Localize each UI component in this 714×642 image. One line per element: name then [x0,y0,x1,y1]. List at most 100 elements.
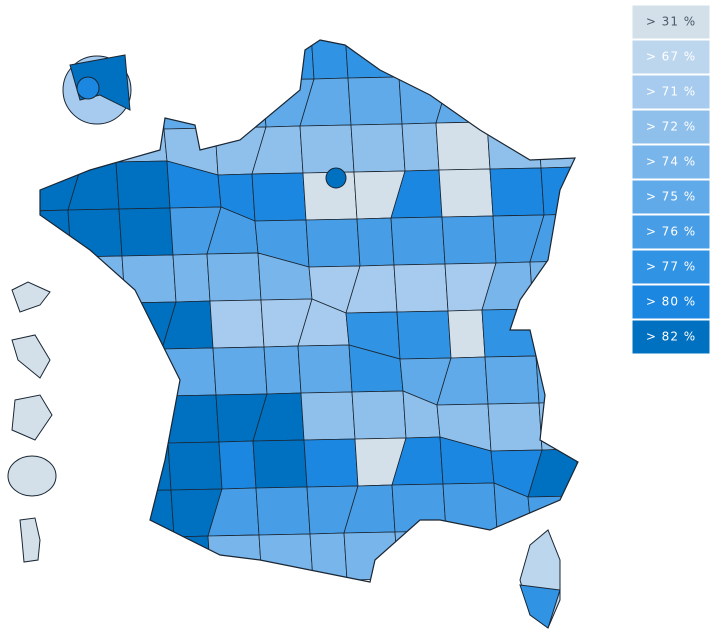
department [259,40,315,81]
department [303,438,359,488]
department [447,309,486,359]
department [40,209,72,259]
department [531,40,578,75]
department [115,160,171,210]
department [483,73,539,123]
department [68,443,121,493]
department [255,486,311,536]
legend-label: > 71 % [646,85,696,99]
department [446,40,499,77]
department [537,119,578,169]
department [442,482,498,532]
legend-swatch [631,109,711,145]
reunion [7,455,57,497]
legend-label: > 77 % [646,260,696,274]
department [70,255,126,305]
department [310,40,349,80]
department [251,172,307,222]
department [396,310,452,360]
department [481,308,537,358]
department [344,40,400,79]
department [532,307,578,357]
department [79,396,118,446]
department [350,123,406,173]
department [167,441,223,491]
department [68,490,124,540]
legend-label: > 74 % [646,155,696,169]
department [484,355,540,405]
department [123,40,176,84]
legend-swatch [631,179,711,215]
department [258,533,314,582]
department [441,215,497,265]
legend-swatch [631,4,711,40]
department [76,349,129,399]
legend-label: > 75 % [646,190,696,204]
department [67,208,123,258]
legend-label: > 72 % [646,120,696,134]
department [487,402,543,452]
department [40,40,77,71]
department [71,537,127,582]
department [208,40,264,82]
department [122,536,175,582]
legend-label: > 67 % [646,50,696,64]
department [297,344,353,394]
legend-swatch [631,319,711,355]
legend-label: > 80 % [646,295,696,309]
department [300,391,356,441]
department [489,167,545,217]
department [356,217,395,267]
legend-swatch [631,284,711,320]
department [395,40,451,78]
department [390,216,446,266]
legend-label: > 31 % [646,15,696,29]
department [40,491,73,541]
department [394,530,450,580]
department [435,121,491,171]
department [252,439,308,489]
legend: > 31 % > 67 % > 71 % > 72 % > 74 % > 75 % > 76… [631,4,711,355]
department [119,489,175,539]
legend-swatch [631,249,711,285]
department [391,483,447,533]
mayotte [19,517,41,563]
department [299,124,355,174]
department [347,76,403,126]
guadeloupe [11,281,51,313]
department [527,495,578,544]
department [351,390,407,440]
department [483,40,536,76]
department [121,254,177,304]
department [113,395,169,445]
department [534,72,578,122]
department [393,263,449,313]
legend-swatch [631,39,711,75]
department [263,345,302,395]
corsica-south [519,584,561,629]
legend-label: > 76 % [646,225,696,239]
paris-inset-center [76,76,100,100]
department [486,120,542,170]
department [535,354,578,404]
legend-swatch [631,74,711,110]
paris [325,167,347,189]
department [435,74,488,124]
legend-label: > 82 % [646,330,696,344]
department [206,252,262,302]
department [118,207,174,257]
france-outline [39,39,579,583]
department [172,253,211,303]
department [159,535,212,582]
legend-swatch [631,144,711,180]
department [209,299,265,349]
department [438,168,494,218]
legend-swatch [631,214,711,250]
martinique [11,334,51,379]
department [538,401,578,451]
department [401,122,440,172]
department [212,346,268,396]
department [73,302,129,352]
department [113,348,166,398]
